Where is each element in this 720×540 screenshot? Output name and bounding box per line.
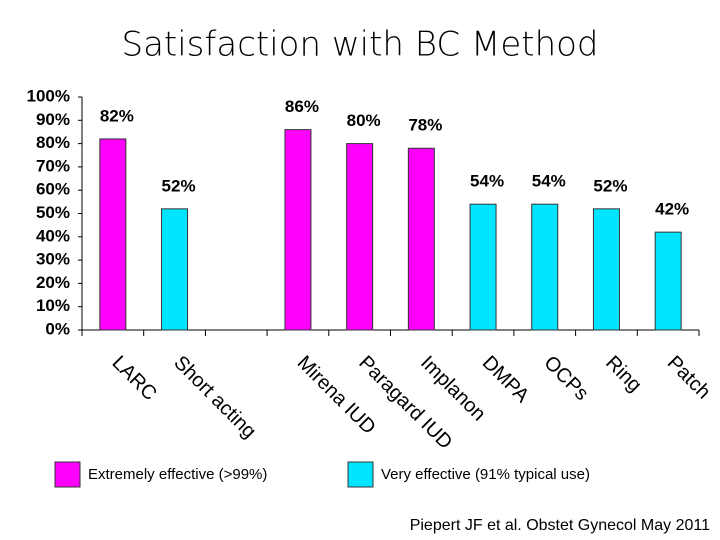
- y-tick-label: 0%: [45, 319, 70, 338]
- bar: [407, 147, 435, 331]
- y-tick-label: 10%: [36, 296, 70, 315]
- value-label: 54%: [532, 172, 566, 191]
- value-label: 78%: [408, 116, 442, 135]
- y-tick-label: 80%: [36, 133, 70, 152]
- y-tick-label: 20%: [36, 273, 70, 292]
- x-tick-label: OCPs: [539, 352, 592, 405]
- legend-swatch: [347, 461, 374, 488]
- value-label: 80%: [347, 111, 381, 130]
- y-tick-label: 60%: [36, 180, 70, 199]
- bar: [469, 203, 497, 331]
- value-label: 86%: [285, 97, 319, 116]
- x-tick-label: DMPA: [478, 352, 534, 408]
- value-label: 82%: [100, 106, 134, 125]
- y-tick-label: 70%: [36, 156, 70, 175]
- bar: [531, 203, 559, 331]
- legend-swatch: [54, 461, 81, 488]
- x-tick-label: Patch: [663, 352, 715, 404]
- bar: [654, 231, 682, 331]
- legend-label: Very effective (91% typical use): [381, 466, 590, 483]
- source-note: Piepert JF et al. Obstet Gynecol May 201…: [410, 517, 710, 534]
- bar: [592, 208, 620, 331]
- value-label: 52%: [593, 176, 627, 195]
- x-tick-label: Ring: [601, 352, 646, 397]
- bar: [99, 138, 127, 331]
- y-tick-label: 30%: [36, 250, 70, 269]
- y-tick-label: 50%: [36, 203, 70, 222]
- value-label: 42%: [655, 200, 689, 219]
- x-tick-label: Short acting: [169, 352, 260, 443]
- chart-title: Satisfaction with BC Method: [121, 25, 598, 65]
- bar: [346, 143, 374, 331]
- bar: [284, 129, 312, 331]
- value-label: 52%: [162, 176, 196, 195]
- y-tick-label: 100%: [27, 86, 70, 105]
- legend-label: Extremely effective (>99%): [88, 466, 267, 483]
- y-tick-label: 40%: [36, 226, 70, 245]
- bar: [161, 208, 189, 331]
- x-tick-label: LARC: [108, 352, 161, 405]
- value-label: 54%: [470, 172, 504, 191]
- y-tick-label: 90%: [36, 110, 70, 129]
